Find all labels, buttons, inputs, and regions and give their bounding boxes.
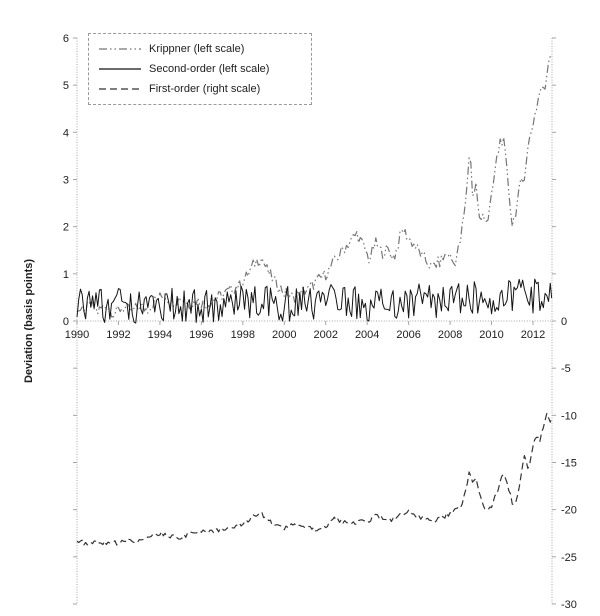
legend-item-krippner: Krippner (left scale) [97, 42, 303, 55]
right-axis-tick-label: -20 [561, 505, 577, 517]
left-axis-tick-label: 5 [63, 80, 69, 92]
x-axis-tick-label: 2012 [521, 329, 545, 341]
x-axis-tick-label: 1998 [231, 329, 255, 341]
right-axis-tick-label: -5 [561, 363, 571, 375]
left-axis-tick-label: 0 [63, 316, 69, 328]
series-line-krippner [76, 53, 553, 318]
left-axis-tick-label: 3 [63, 175, 69, 187]
x-axis-tick-label: 1992 [106, 329, 130, 341]
left-axis-tick-label: 6 [63, 33, 69, 45]
left-axis-tick-label: 4 [63, 127, 69, 139]
right-axis-tick-label: -25 [561, 552, 577, 564]
x-axis-tick-label: 2006 [396, 329, 420, 341]
x-axis-tick-label: 1990 [65, 329, 89, 341]
series-line-second-order [76, 278, 553, 324]
x-axis-tick-label: 2002 [313, 329, 337, 341]
legend-item-first-order: First-order (right scale) [97, 82, 303, 95]
x-axis-tick-label: 1996 [189, 329, 213, 341]
left-axis-tick-label: 2 [63, 222, 69, 234]
right-axis-tick-label: -15 [561, 458, 577, 470]
first-order-line-sample-icon [99, 88, 141, 90]
series-line-first-order [76, 412, 553, 546]
right-axis-tick-label: 0 [561, 316, 567, 328]
right-axis-tick-label: -10 [561, 410, 577, 422]
second-order-line-sample-icon [99, 68, 141, 70]
x-axis-tick-label: 2010 [479, 329, 503, 341]
legend-item-second-order: Second-order (left scale) [97, 62, 303, 75]
legend-label-krippner: Krippner (left scale) [149, 42, 245, 55]
left-axis-tick-label: 1 [63, 269, 69, 281]
right-axis-tick-label: -30 [561, 599, 577, 611]
x-axis-tick-label: 2004 [355, 329, 379, 341]
legend: Krippner (left scale) Second-order (left… [88, 33, 312, 105]
legend-label-first-order: First-order (right scale) [149, 82, 261, 95]
x-axis-tick-label: 2000 [272, 329, 296, 341]
krippner-line-sample-icon [99, 48, 141, 50]
legend-label-second-order: Second-order (left scale) [149, 62, 270, 75]
x-axis-tick-label: 2008 [438, 329, 462, 341]
y-axis-title: Deviation (basis points) [23, 258, 35, 384]
x-axis-tick-label: 1994 [148, 329, 172, 341]
